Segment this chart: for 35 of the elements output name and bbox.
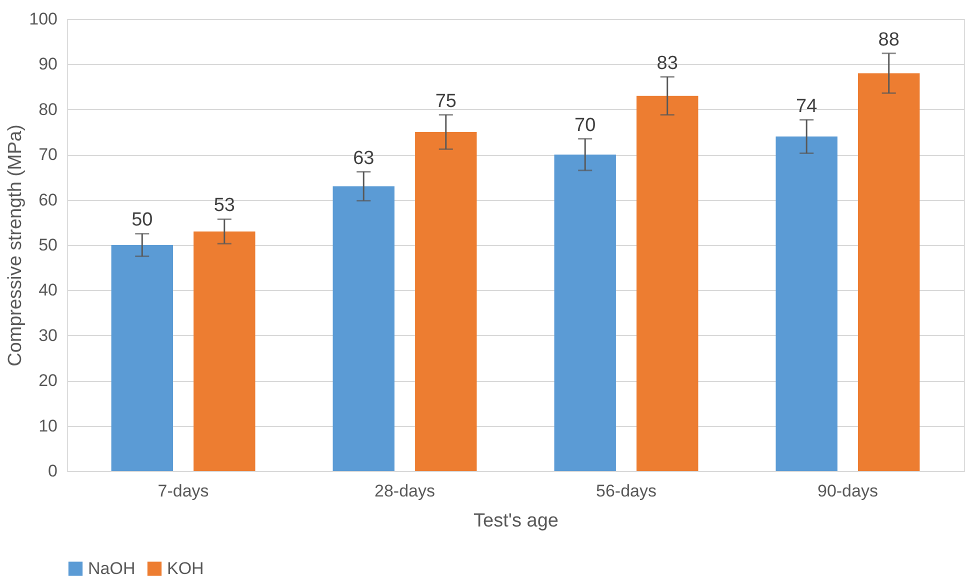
y-tick-label: 100 xyxy=(29,10,58,28)
y-tick-label: 30 xyxy=(38,326,58,345)
data-label: 70 xyxy=(574,114,596,136)
y-axis-title: Compressive strength (MPa) xyxy=(5,124,26,366)
data-label: 53 xyxy=(214,195,235,216)
data-label: 50 xyxy=(132,210,153,231)
y-tick-label: 70 xyxy=(38,145,58,164)
y-tick-label: 50 xyxy=(38,236,58,254)
bar xyxy=(111,245,173,471)
data-label: 63 xyxy=(353,148,374,169)
y-tick-label: 90 xyxy=(38,54,58,74)
x-tick-label: 56-days xyxy=(596,482,656,500)
x-axis-title: Test's age xyxy=(474,510,558,532)
x-tick-label: 28-days xyxy=(374,482,435,500)
y-tick-label: 20 xyxy=(38,371,58,390)
bar xyxy=(858,73,920,471)
x-tick-label: 90-days xyxy=(817,482,878,500)
data-label: 83 xyxy=(656,52,678,74)
bar xyxy=(415,132,477,471)
data-label: 88 xyxy=(878,29,900,50)
y-tick-label: 60 xyxy=(38,190,58,210)
y-tick-label: 0 xyxy=(48,462,58,480)
y-tick-label: 10 xyxy=(38,416,58,436)
bar xyxy=(554,154,616,471)
y-tick-label: 80 xyxy=(38,100,58,119)
legend-label: NaOH xyxy=(88,558,136,578)
legend-label: KOH xyxy=(167,558,204,578)
bar xyxy=(776,136,838,471)
data-label: 74 xyxy=(796,96,818,117)
data-label: 75 xyxy=(435,90,456,112)
bar xyxy=(332,186,394,471)
bar xyxy=(636,96,698,471)
y-tick-label: 40 xyxy=(38,280,58,300)
x-tick-label: 7-days xyxy=(158,482,209,500)
bar xyxy=(194,231,256,471)
